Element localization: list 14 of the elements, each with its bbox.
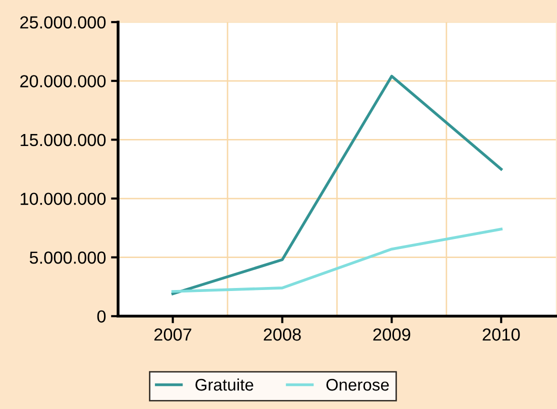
y-tick-label: 10.000.000 — [20, 192, 106, 205]
x-tick-label: 2007 — [154, 328, 192, 341]
y-tick-label: 25.000.000 — [20, 16, 106, 29]
x-tick-label: 2010 — [482, 328, 520, 341]
legend-label: Onerose — [326, 378, 389, 391]
line-series — [171, 74, 503, 296]
y-tick-label: 5.000.000 — [30, 252, 106, 264]
line-series — [171, 228, 503, 293]
y-tick-label: 15.000.000 — [20, 134, 106, 146]
y-tick-label: 20.000.000 — [20, 75, 106, 88]
legend-label: Gratuite — [196, 378, 254, 391]
x-tick-label: 2009 — [373, 328, 410, 341]
x-tick-label: 2008 — [264, 328, 301, 341]
y-tick-label: 0 — [97, 310, 106, 323]
